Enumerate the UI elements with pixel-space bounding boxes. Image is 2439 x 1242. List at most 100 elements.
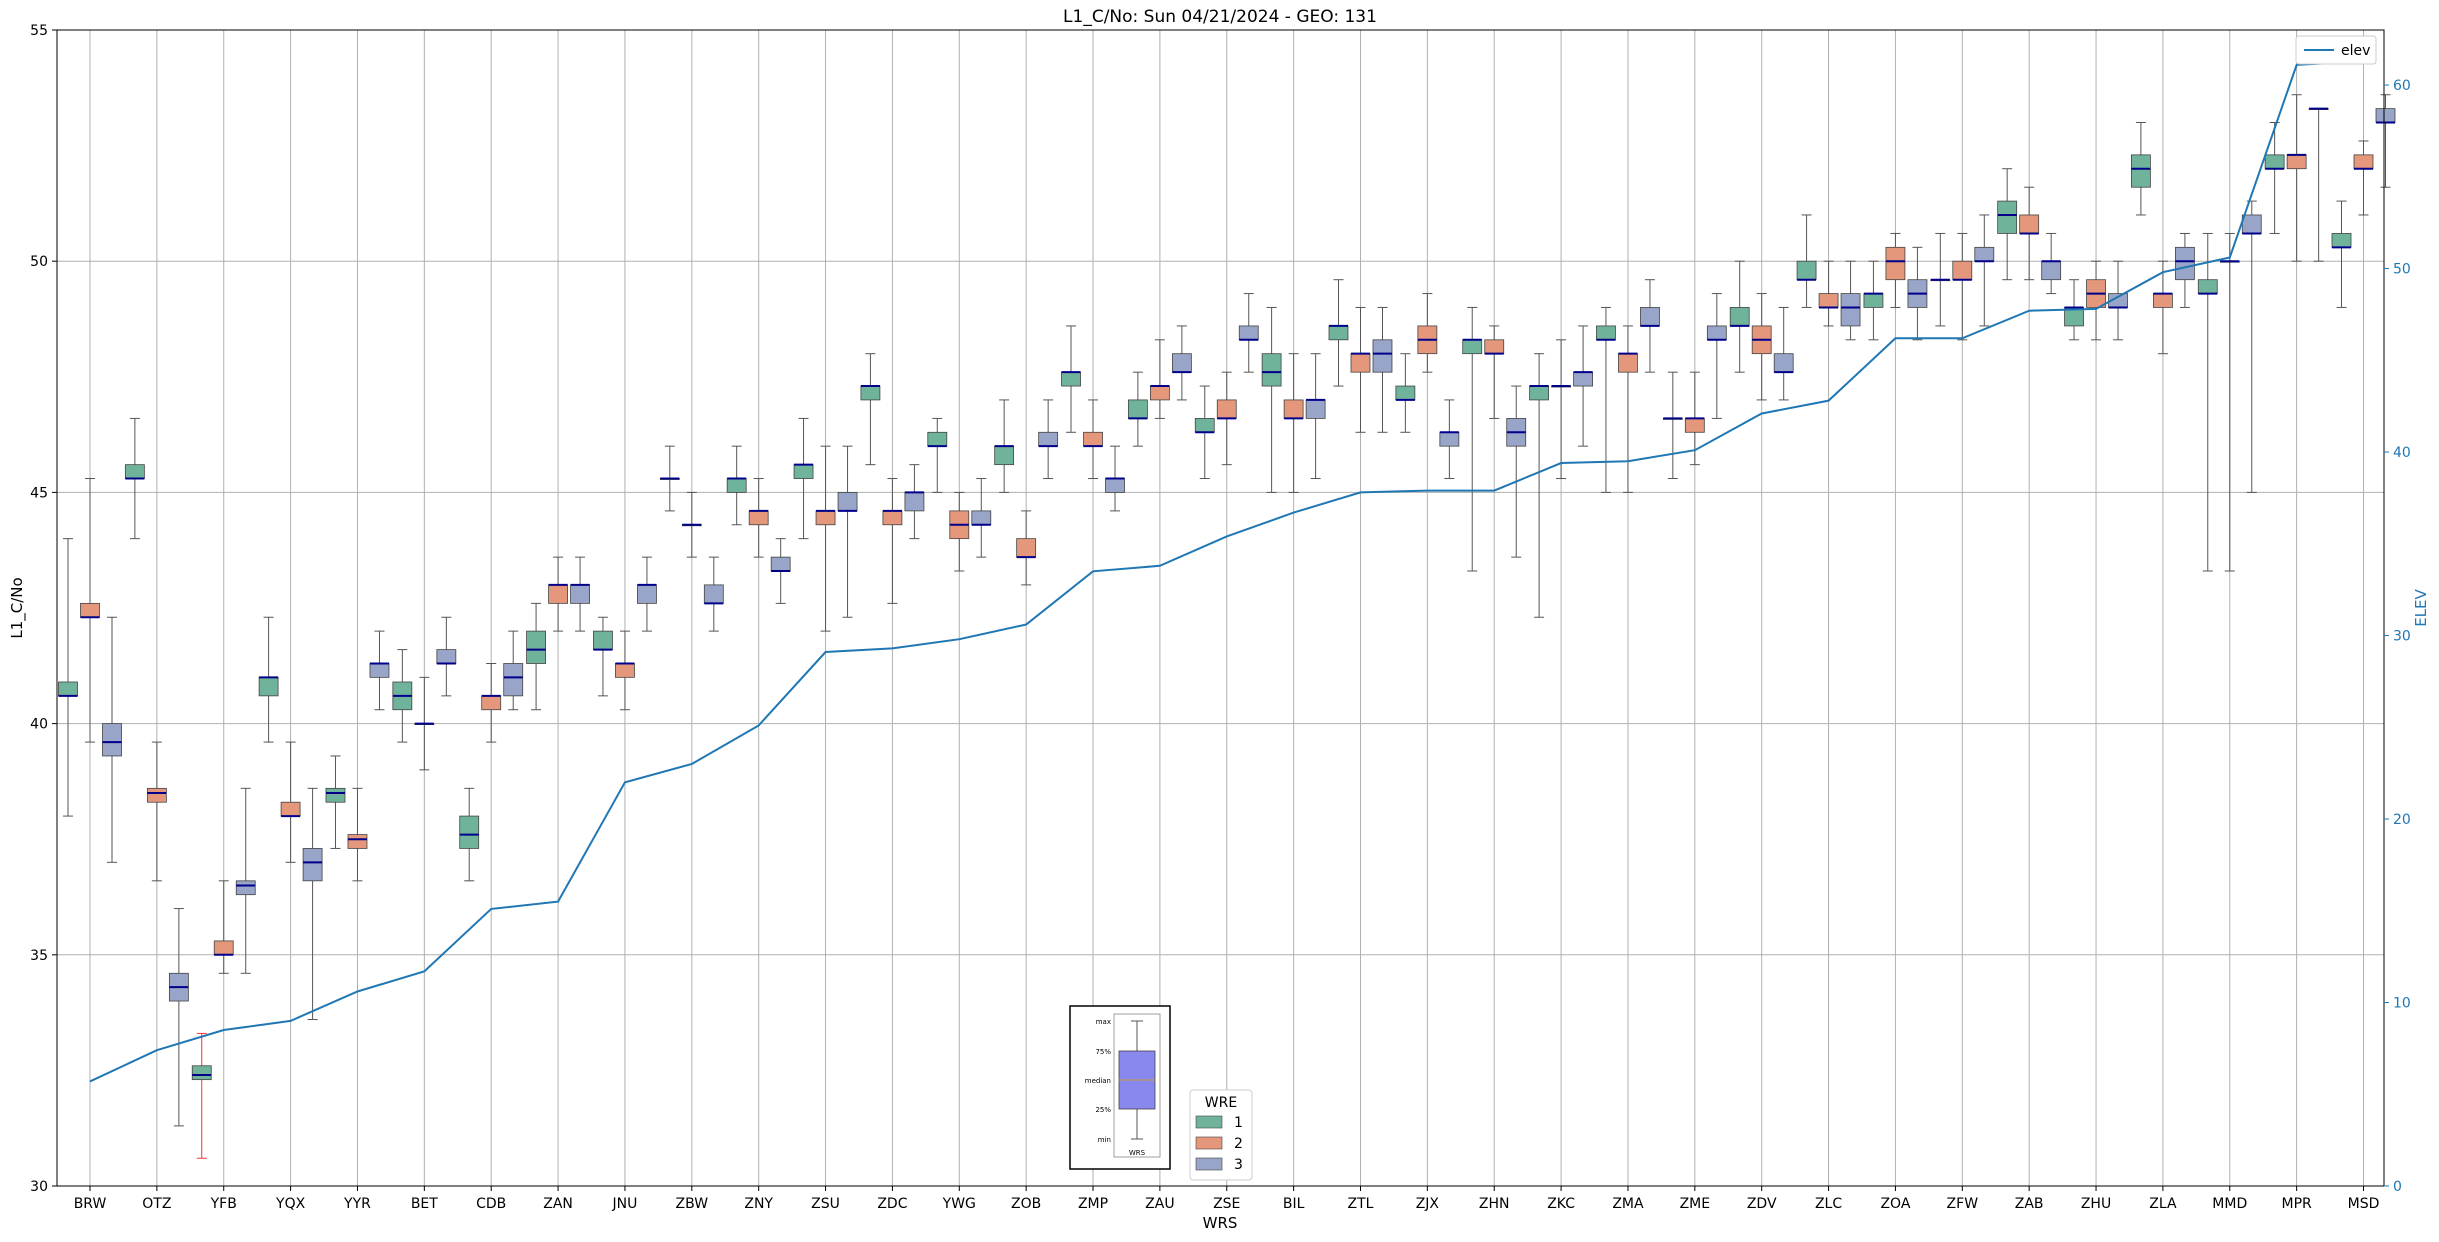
box-wre-1-MSD: [2331, 233, 2352, 248]
y2-tick-label: 20: [2393, 812, 2411, 828]
y-tick-label: 45: [30, 485, 48, 501]
box-wre-3-ZLA: [2175, 246, 2195, 281]
box-wre-2-ZLA: [2153, 293, 2173, 308]
box-wre-2-ZLC: [1818, 293, 1839, 308]
x-tick-label: JNU: [612, 1196, 638, 1212]
box-wre-2-CDB: [481, 695, 502, 711]
x-axis-label: WRS: [1203, 1214, 1238, 1232]
box-wre-1-BRW: [58, 681, 78, 697]
box-wre-3-CDB: [503, 663, 524, 697]
key-label: max: [1096, 1018, 1111, 1026]
chart-title: L1_C/No: Sun 04/21/2024 - GEO: 131: [1063, 7, 1377, 27]
x-tick-label: ZME: [1680, 1196, 1711, 1212]
box-wre-2-ZAU: [1149, 385, 1170, 401]
y-tick-label: 30: [30, 1179, 48, 1195]
box-wre-1-ZTL: [1328, 325, 1349, 341]
x-tick-label: ZSU: [811, 1196, 840, 1212]
x-tick-label: ZHN: [1479, 1196, 1510, 1212]
x-tick-label: YWG: [942, 1196, 976, 1212]
wre-legend-label: 2: [1234, 1136, 1243, 1152]
box-wre-3-ZSE: [1238, 325, 1259, 341]
x-tick-label: CDB: [476, 1196, 506, 1212]
box-wre-2-YYR: [347, 834, 368, 849]
wre-legend-frame: [1189, 1089, 1253, 1181]
x-tick-label: ZLA: [2149, 1196, 2177, 1212]
legends: elev WRE 1 2 3 max 75% median 25% min WRS: [1069, 35, 2377, 1181]
box-wre-2-ZFW: [1952, 260, 1973, 281]
x-tick-label: BIL: [1283, 1196, 1305, 1212]
box-wre-2-ZDC: [882, 510, 903, 526]
y2-tick-label: 50: [2393, 262, 2411, 278]
x-tick-label: ZNY: [744, 1196, 773, 1212]
wre-legend-swatch: [1195, 1157, 1223, 1171]
box-wre-1-ZKC: [1529, 385, 1549, 401]
x-tick-label: BRW: [74, 1196, 107, 1212]
box-wre-1-JNU: [593, 630, 613, 651]
box-wre-2-ZHN: [1484, 339, 1505, 355]
box-wre-3-JNU: [637, 584, 657, 604]
box-wre-1-YFB: [191, 1065, 212, 1081]
box-wre-2-ZSU: [815, 510, 836, 526]
box-wre-1-CDB: [459, 815, 480, 849]
box-wre-2-ZME: [1684, 418, 1705, 433]
box-wre-1-ZHN: [1462, 339, 1483, 355]
box-wre-1-YQX: [258, 676, 279, 697]
y-tick-label: 40: [30, 717, 48, 733]
y2-tick-label: 40: [2393, 445, 2411, 461]
box-wre-1-ZAB: [1997, 200, 2018, 234]
box-wre-2-MPR: [2286, 154, 2307, 170]
box-wre-1-ZMA: [1596, 325, 1616, 341]
box-wre-3-BET: [436, 649, 457, 664]
key-label: min: [1098, 1136, 1111, 1144]
box-series: [58, 94, 2396, 1159]
box-wre-2-JNU: [615, 663, 635, 678]
x-tick-label: ZMP: [1078, 1196, 1108, 1212]
box-wre-2-ZAN: [548, 584, 568, 604]
box-wre-3-ZFW: [1974, 246, 1995, 262]
box-wre-3-YWG: [971, 510, 992, 526]
x-tick-label: ZAU: [1145, 1196, 1174, 1212]
wre-legend-swatch: [1195, 1115, 1223, 1129]
x-tick-label: YQX: [275, 1196, 306, 1212]
x-tick-label: OTZ: [142, 1196, 171, 1212]
box-wre-2-ZSE: [1216, 399, 1237, 419]
box-wre-3-ZSU: [837, 491, 858, 512]
box-wre-2-BRW: [80, 602, 100, 618]
box-wre-1-BIL: [1261, 353, 1282, 387]
elevation-series: [89, 60, 2364, 1083]
x-tick-label: ZHU: [2081, 1196, 2111, 1212]
x-tick-label: MPR: [2282, 1196, 2313, 1212]
box-wre-1-ZLA: [2131, 154, 2151, 188]
key-xlabel: WRS: [1129, 1149, 1146, 1157]
box-wre-1-ZAN: [526, 630, 546, 664]
axes: BRW OTZ YFB YQX YYR BET CDB ZAN JNU ZBW ZNY ZSU ZDC Y…: [30, 23, 2411, 1212]
x-tick-label: ZBW: [676, 1196, 709, 1212]
box-wre-3-YYR: [369, 663, 390, 678]
y2-tick-label: 10: [2393, 996, 2411, 1012]
box-wre-2-ZNY: [748, 510, 769, 526]
box-wre-1-ZJX: [1395, 385, 1416, 401]
y2-tick-label: 60: [2393, 78, 2411, 94]
box-wre-3-BIL: [1305, 399, 1326, 419]
y2-tick-label: 0: [2393, 1179, 2402, 1195]
x-tick-label: ZOB: [1011, 1196, 1041, 1212]
box-wre-1-ZOA: [1863, 293, 1884, 308]
box-wre-3-BRW: [102, 723, 122, 757]
wre-legend-label: 3: [1234, 1157, 1243, 1173]
x-tick-label: MSD: [2348, 1196, 2380, 1212]
box-wre-2-OTZ: [146, 787, 167, 803]
x-tick-label: ZSE: [1213, 1196, 1240, 1212]
wre-legend-swatch: [1195, 1136, 1223, 1150]
wre-legend-label: 1: [1234, 1115, 1243, 1131]
box-wre-3-ZLC: [1840, 293, 1861, 327]
box-wre-2-ZAB: [2019, 214, 2040, 234]
y-tick-label: 55: [30, 23, 48, 39]
x-tick-label: YYR: [343, 1196, 371, 1212]
box-wre-2-MSD: [2353, 154, 2374, 170]
box-wre-3-ZJX: [1439, 431, 1460, 447]
box-wre-3-ZMA: [1640, 307, 1660, 327]
x-tick-label: ZTL: [1348, 1196, 1374, 1212]
x-tick-label: ZDV: [1747, 1196, 1777, 1212]
y-axis-label: L1_C/No: [8, 577, 27, 638]
